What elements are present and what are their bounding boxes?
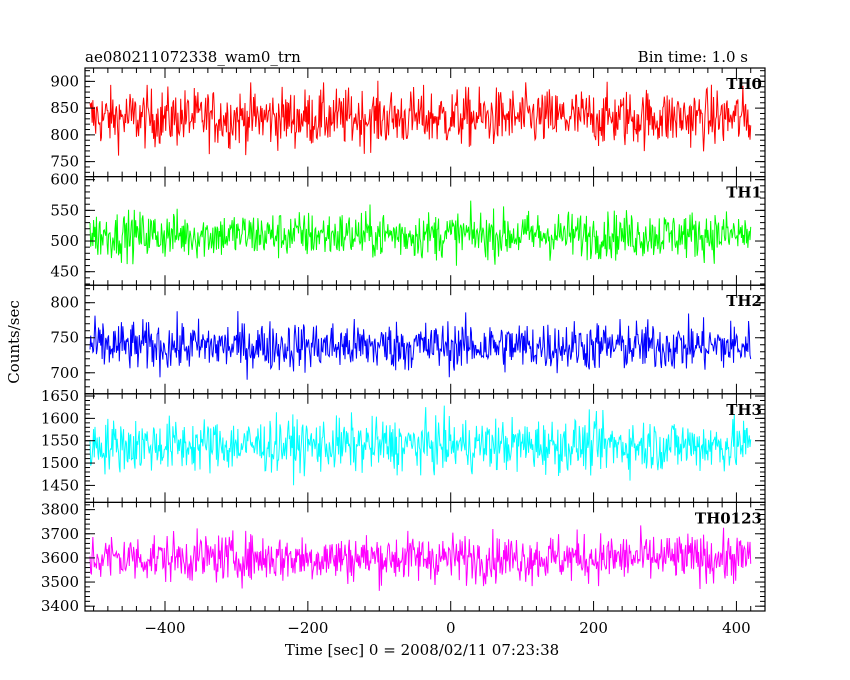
series-line-th1 (89, 200, 752, 266)
panel-frame (84, 501, 766, 612)
series-line-th3 (89, 405, 752, 486)
panel-label: TH1 (726, 184, 762, 202)
y-tick-label: 900 (50, 72, 79, 90)
x-axis-label: Time [sec] 0 = 2008/02/11 07:23:38 (285, 641, 559, 659)
panel-th0123: 3400 3500 3600 3700 3800 TH0123 (41, 501, 766, 615)
y-tick-label: 3700 (41, 525, 79, 543)
y-tick-label: 1550 (41, 432, 79, 450)
panel-frame (84, 67, 766, 178)
y-tick-label: 850 (50, 99, 79, 117)
y-tick-label: 550 (50, 201, 79, 219)
x-tick-label: −200 (287, 619, 328, 637)
y-tick-label: 1450 (41, 476, 79, 494)
y-axis-label: Counts/sec (5, 300, 23, 384)
panel-th0: 750 800 850 900 TH0 (50, 67, 766, 178)
y-tick-label: 1500 (41, 454, 79, 472)
y-tick-label: 3800 (41, 501, 79, 519)
y-tick-label: 800 (50, 294, 79, 312)
panels-group: 750 800 850 900 TH0 450 500 550 600 TH1 700 750 800 T… (41, 67, 766, 637)
x-tick-label: −400 (144, 619, 185, 637)
panel-label: TH0 (726, 75, 762, 93)
y-tick-label: 700 (50, 364, 79, 382)
bin-time-label: Bin time: 1.0 s (638, 48, 748, 66)
y-tick-label: 750 (50, 329, 79, 347)
x-tick-label: 400 (722, 619, 751, 637)
chart-title: ae080211072338_wam0_trn (85, 48, 301, 66)
y-tick-label: 1600 (41, 409, 79, 427)
panel-label: TH2 (726, 292, 762, 310)
panel-label: TH3 (726, 401, 762, 419)
panel-th1: 450 500 550 600 TH1 (50, 171, 766, 286)
y-tick-label: 500 (50, 232, 79, 250)
y-tick-label: 750 (50, 153, 79, 171)
panel-th2: 700 750 800 TH2 (50, 284, 766, 395)
y-tick-label: 600 (50, 171, 79, 189)
y-tick-label: 3400 (41, 597, 79, 615)
x-tick-label: 0 (446, 619, 456, 637)
series-line-th2 (89, 311, 752, 380)
y-tick-label: 3600 (41, 549, 79, 567)
panel-th3: 1450 1500 1550 1600 1650 TH3 (41, 387, 766, 503)
y-tick-label: 450 (50, 263, 79, 281)
panel-label: TH0123 (695, 509, 762, 527)
x-tick-label: 200 (579, 619, 608, 637)
series-line-th0 (89, 80, 752, 156)
series-line-th0123 (89, 525, 752, 591)
y-tick-label: 1650 (41, 387, 79, 405)
y-tick-label: 3500 (41, 573, 79, 591)
y-tick-label: 800 (50, 126, 79, 144)
